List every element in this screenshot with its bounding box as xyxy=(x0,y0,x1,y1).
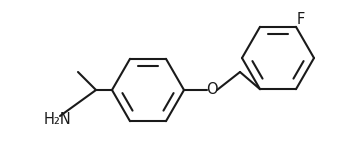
Text: F: F xyxy=(296,12,304,27)
Text: H₂N: H₂N xyxy=(44,112,72,128)
Text: O: O xyxy=(206,82,218,97)
